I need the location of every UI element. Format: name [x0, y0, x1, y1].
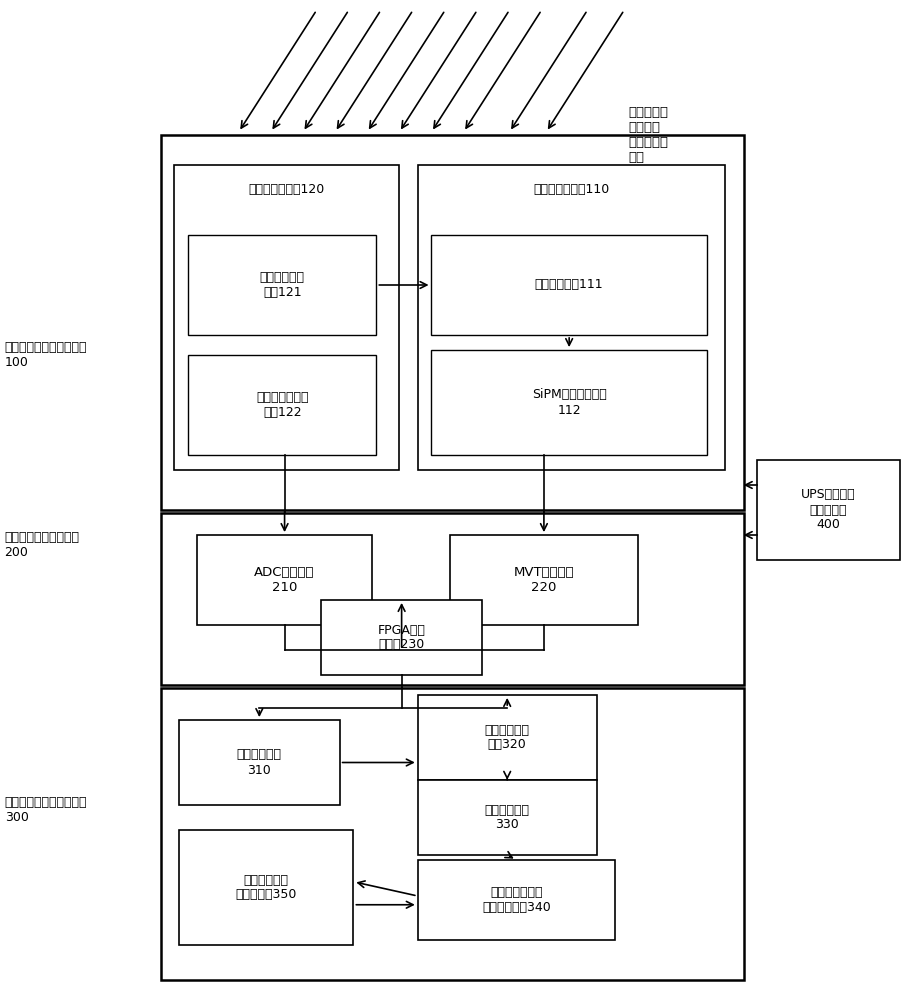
Text: 信号采集模块
310: 信号采集模块 310 [237, 748, 282, 776]
Text: SiPM光电转换阵列
112: SiPM光电转换阵列 112 [532, 388, 607, 416]
Bar [188, 235, 376, 335]
Bar [197, 535, 372, 625]
Bar [161, 135, 744, 510]
Text: 角度信息采集
模块121: 角度信息采集 模块121 [260, 271, 305, 299]
Bar [418, 695, 597, 780]
Bar [418, 165, 725, 470]
Text: 符合事件采集处理模块
200: 符合事件采集处理模块 200 [5, 531, 80, 559]
Text: 通过山体的
宇宙射线
（含伽马射
线）: 通过山体的 宇宙射线 （含伽马射 线） [629, 106, 669, 164]
Text: 伽马射线数据探测器模块
100: 伽马射线数据探测器模块 100 [5, 341, 87, 369]
Text: 角度调整及固定
模块122: 角度调整及固定 模块122 [256, 391, 308, 419]
Bar [188, 355, 376, 455]
Bar [450, 535, 638, 625]
Text: UPS防断电直
流电源模块
400: UPS防断电直 流电源模块 400 [801, 488, 856, 532]
Text: ADC处理模块
210: ADC处理模块 210 [254, 566, 315, 594]
Bar [174, 165, 399, 470]
Bar [431, 235, 707, 335]
Text: 闪烁晶体阵列111: 闪烁晶体阵列111 [535, 278, 603, 291]
Text: 图像降噪模块
330: 图像降噪模块 330 [485, 804, 530, 832]
Bar [757, 460, 900, 560]
Text: 地层结构图像
数据库模块350: 地层结构图像 数据库模块350 [236, 874, 297, 902]
Bar [321, 600, 482, 675]
Text: 地层结构层析及
显示处理模块340: 地层结构层析及 显示处理模块340 [482, 886, 551, 914]
Text: 晶体探测器阵列110: 晶体探测器阵列110 [533, 183, 610, 196]
Bar [179, 720, 340, 805]
Bar [418, 780, 597, 855]
Text: 地层图像重建及成像模块
300: 地层图像重建及成像模块 300 [5, 796, 87, 824]
Text: 探测器控制模块120: 探测器控制模块120 [249, 183, 325, 196]
Bar [161, 688, 744, 980]
Bar [418, 860, 615, 940]
Text: MVT处理模块
220: MVT处理模块 220 [513, 566, 575, 594]
Bar [179, 830, 353, 945]
Bar [161, 513, 744, 685]
Bar [431, 350, 707, 455]
Text: FPGA处理
器模块230: FPGA处理 器模块230 [377, 624, 426, 652]
Text: 地层图像重建
模块320: 地层图像重建 模块320 [485, 724, 530, 752]
